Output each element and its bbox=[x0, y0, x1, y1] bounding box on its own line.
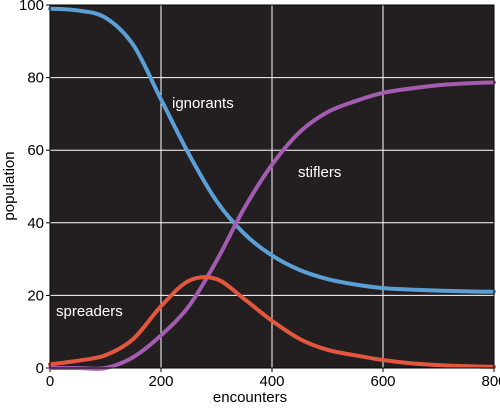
y-tick-label: 80 bbox=[27, 70, 44, 87]
y-tick-label: 100 bbox=[19, 0, 44, 14]
y-tick-label: 60 bbox=[27, 142, 44, 159]
x-tick-label: 600 bbox=[370, 373, 395, 390]
x-tick-label: 200 bbox=[148, 373, 173, 390]
plot-frame bbox=[49, 4, 495, 369]
series-line bbox=[48, 6, 496, 294]
series-label: ignorants bbox=[172, 95, 234, 112]
y-tick-label: 20 bbox=[27, 287, 44, 304]
series-label: spreaders bbox=[56, 303, 123, 320]
y-axis-label: population bbox=[1, 151, 18, 220]
x-tick-label: 800 bbox=[481, 373, 500, 390]
y-tick-label: 0 bbox=[36, 360, 44, 377]
x-tick-label: 400 bbox=[259, 373, 284, 390]
x-axis-label: encounters bbox=[213, 389, 287, 406]
series-label: stiflers bbox=[298, 164, 341, 181]
x-tick-label: 0 bbox=[46, 373, 54, 390]
series-line bbox=[48, 275, 496, 369]
y-tick-label: 40 bbox=[27, 215, 44, 232]
series-line bbox=[48, 80, 496, 371]
